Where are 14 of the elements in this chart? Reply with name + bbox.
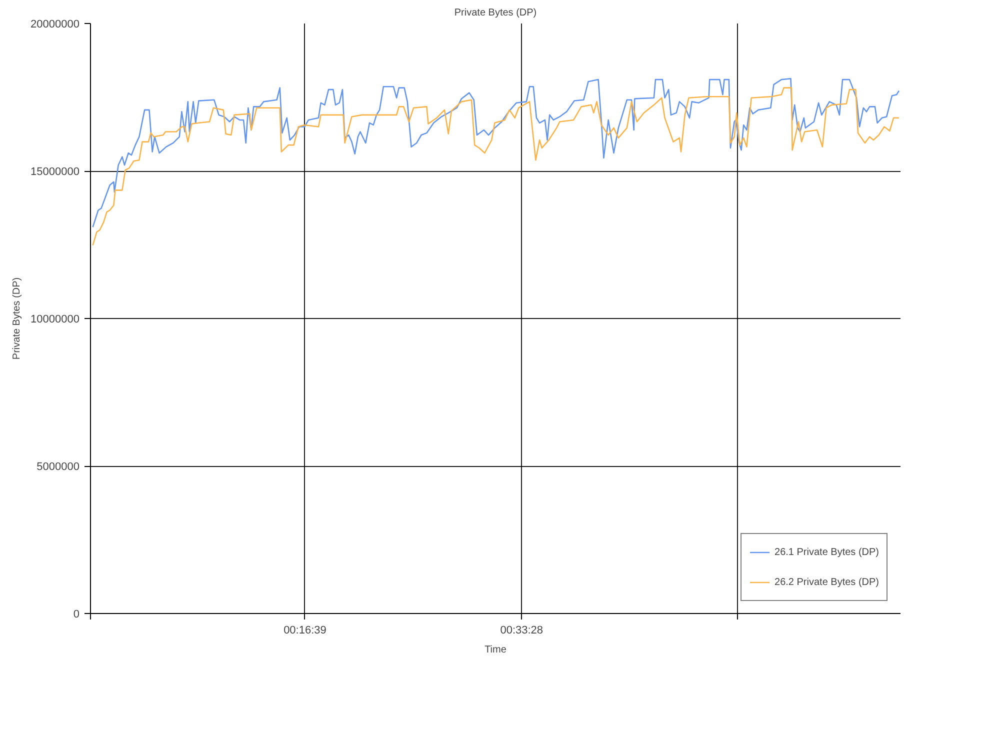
chart-title: Private Bytes (DP) — [454, 8, 537, 18]
x-axis-title: Time — [484, 644, 507, 656]
y-tick-label: 15000000 — [30, 166, 80, 178]
x-tick-label: 00:33:28 — [500, 624, 544, 636]
y-tick-label: 5000000 — [36, 461, 80, 473]
y-axis-title: Private Bytes (DP) — [12, 277, 23, 360]
legend-label: 26.2 Private Bytes (DP) — [774, 576, 879, 588]
y-tick-label: 10000000 — [30, 314, 80, 326]
line-series — [92, 78, 900, 228]
y-tick-label: 20000000 — [30, 18, 80, 30]
legend-label: 26.1 Private Bytes (DP) — [774, 546, 879, 558]
y-tick-label: 0 — [73, 608, 80, 620]
x-tick-label: 00:16:39 — [284, 624, 326, 636]
line-series — [92, 87, 900, 246]
